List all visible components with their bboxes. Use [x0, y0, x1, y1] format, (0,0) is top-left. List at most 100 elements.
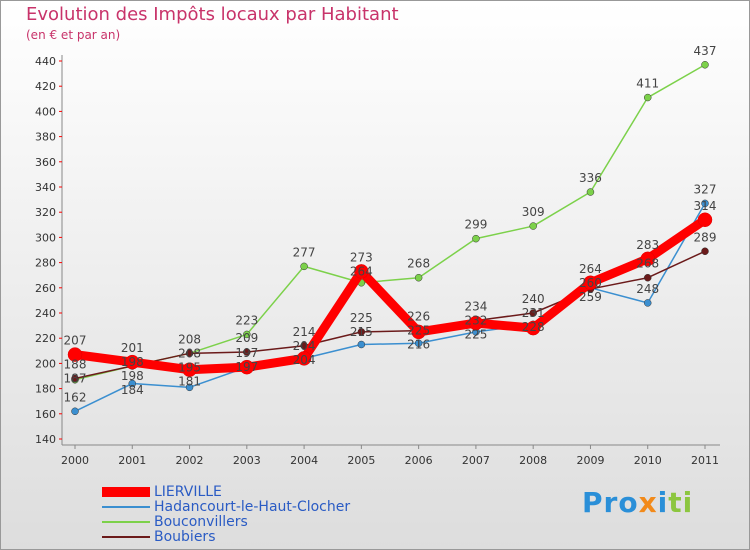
legend-swatch — [102, 487, 150, 497]
data-point — [414, 339, 423, 347]
series-line-1 — [74, 203, 706, 412]
data-label: 195 — [178, 360, 201, 374]
data-point — [71, 407, 79, 416]
data-label: 264 — [579, 262, 602, 276]
data-label: 207 — [64, 334, 87, 348]
data-label: 264 — [350, 264, 373, 278]
x-tick-label: 2002 — [176, 454, 204, 467]
data-label: 204 — [293, 353, 316, 367]
data-label: 198 — [121, 355, 144, 369]
data-label: 187 — [64, 372, 87, 386]
legend-swatch — [102, 536, 150, 538]
proxiti-logo: Proxiti — [582, 486, 694, 519]
data-label: 216 — [407, 338, 430, 352]
data-point — [701, 61, 709, 69]
data-point — [529, 222, 537, 230]
data-label: 273 — [350, 250, 373, 264]
data-point — [125, 354, 140, 370]
x-tick-label: 2006 — [405, 454, 433, 467]
data-label: 214 — [293, 325, 316, 339]
legend-label: LIERVILLE — [154, 484, 222, 500]
data-label: 283 — [636, 238, 659, 252]
data-point — [354, 264, 369, 279]
data-label: 225 — [350, 311, 373, 325]
data-label: 231 — [522, 306, 545, 320]
data-label: 277 — [293, 245, 316, 259]
data-point — [243, 348, 251, 356]
data-point — [640, 251, 655, 267]
data-point — [468, 315, 484, 331]
data-label: 437 — [694, 44, 717, 58]
y-tick-label: 220 — [35, 332, 56, 345]
chart-subtitle: (en € et par an) — [26, 28, 121, 42]
data-point — [67, 347, 83, 362]
y-tick-label: 340 — [35, 181, 56, 194]
data-label: 198 — [121, 369, 144, 383]
data-label: 197 — [235, 346, 258, 360]
x-tick-label: 2007 — [462, 454, 490, 467]
y-tick-label: 400 — [35, 105, 56, 118]
series-line-2 — [74, 64, 706, 381]
data-label: 209 — [235, 331, 258, 345]
data-point — [71, 374, 79, 383]
data-label: 411 — [636, 77, 659, 91]
legend-label: Hadancourt-le-Haut-Clocher — [154, 499, 351, 515]
data-label: 232 — [464, 314, 487, 328]
chart-title: Evolution des Impôts locaux par Habitant — [26, 4, 399, 25]
y-tick-label: 440 — [35, 55, 56, 68]
y-tick-label: 180 — [35, 383, 56, 396]
data-label: 260 — [579, 276, 602, 290]
data-label: 327 — [694, 182, 717, 196]
data-point — [643, 93, 652, 102]
data-label: 181 — [178, 374, 201, 388]
data-label: 197 — [235, 360, 258, 374]
data-label: 240 — [522, 292, 545, 306]
data-label: 208 — [178, 346, 201, 360]
data-label: 268 — [636, 257, 659, 271]
data-label: 208 — [178, 332, 201, 346]
y-tick-label: 200 — [35, 357, 56, 370]
data-point — [643, 273, 652, 282]
y-tick-label: 420 — [35, 80, 56, 93]
x-tick-label: 2003 — [233, 454, 261, 467]
y-tick-label: 300 — [35, 231, 56, 244]
y-tick-label: 140 — [35, 433, 56, 446]
data-point — [525, 320, 541, 336]
data-label: 226 — [407, 310, 430, 324]
y-tick-label: 280 — [35, 257, 56, 270]
legend-label: Boubiers — [154, 529, 216, 545]
data-label: 223 — [235, 313, 258, 327]
y-tick-label: 320 — [35, 206, 56, 219]
data-point — [583, 275, 598, 291]
x-tick-label: 2011 — [691, 454, 719, 467]
data-label: 299 — [464, 218, 487, 232]
data-point — [586, 188, 595, 196]
data-point — [300, 262, 308, 271]
data-point — [239, 359, 255, 375]
data-point — [411, 324, 426, 340]
y-tick-label: 240 — [35, 307, 56, 320]
data-point — [182, 362, 197, 377]
legend-item: Bouconvillers — [102, 514, 248, 530]
data-label: 314 — [694, 199, 717, 213]
series-line-3 — [74, 250, 706, 380]
data-point — [243, 330, 251, 339]
legend-label: Bouconvillers — [154, 514, 248, 530]
legend-item: Hadancourt-le-Haut-Clocher — [102, 499, 350, 515]
data-label: 259 — [579, 290, 602, 304]
data-point — [414, 273, 423, 282]
data-label: 225 — [464, 328, 487, 342]
data-label: 248 — [636, 282, 659, 296]
y-tick-label: 380 — [35, 131, 56, 144]
data-point — [185, 349, 194, 358]
legend-swatch — [102, 521, 150, 523]
y-tick-label: 360 — [35, 156, 56, 169]
data-label: 289 — [694, 230, 717, 244]
data-label: 268 — [407, 257, 430, 271]
legend-swatch — [102, 506, 150, 508]
data-label: 188 — [64, 358, 87, 372]
data-label: 234 — [464, 300, 487, 314]
data-label: 184 — [121, 383, 144, 397]
